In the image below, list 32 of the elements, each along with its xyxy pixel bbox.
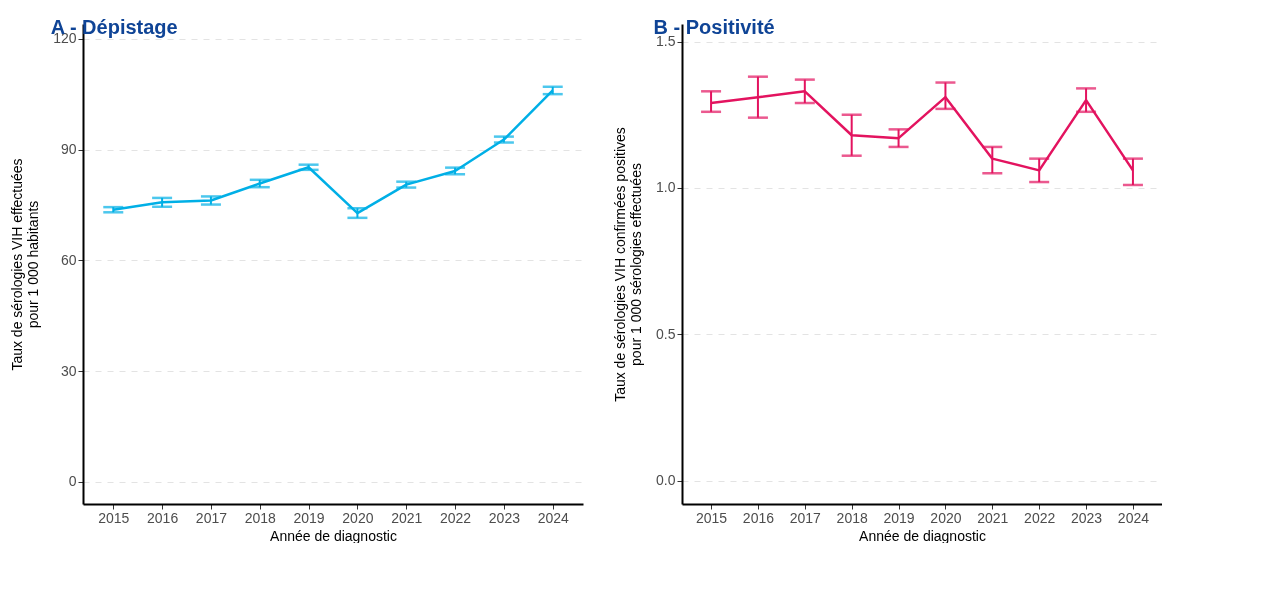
y-axis-title: Taux de sérologies VIH effectuées pour 1 000 habitants bbox=[9, 158, 42, 371]
y-tick-label: 60 bbox=[60, 251, 77, 268]
x-tick-label: 2019 bbox=[293, 509, 325, 526]
y-tick-label: 0 bbox=[68, 473, 77, 490]
y-tick-label: 0.0 bbox=[656, 472, 676, 489]
y-tick-label: 1.0 bbox=[656, 179, 676, 196]
x-tick-label: 2024 bbox=[1117, 509, 1150, 526]
x-tick-label: 2017 bbox=[195, 509, 228, 526]
x-tick-label: 2020 bbox=[342, 509, 374, 526]
x-tick-label: 2020 bbox=[930, 509, 962, 526]
x-tick-label: 2023 bbox=[488, 509, 521, 526]
x-tick-label: 2015 bbox=[695, 509, 728, 526]
x-tick-label: 2018 bbox=[836, 509, 868, 526]
x-tick-label: 2019 bbox=[883, 509, 915, 526]
x-axis-title: Année de diagnostic bbox=[270, 527, 397, 544]
y-tick-label: 30 bbox=[60, 362, 77, 379]
x-tick-label: 2016 bbox=[742, 509, 775, 526]
x-tick-label: 2015 bbox=[98, 509, 130, 526]
x-tick-label: 2023 bbox=[1070, 509, 1103, 526]
x-tick-label: 2021 bbox=[977, 509, 1009, 526]
x-tick-label: 2022 bbox=[439, 509, 472, 526]
y-axis-title: Taux de sérologies VIH confirmées positives pour 1 000 sérologies effectuées bbox=[612, 127, 645, 402]
x-tick-label: 2016 bbox=[147, 509, 179, 526]
y-tick-label: 1.5 bbox=[656, 33, 676, 50]
x-tick-label: 2024 bbox=[537, 509, 570, 526]
x-axis-title: Année de diagnostic bbox=[859, 527, 986, 544]
y-tick-label: 90 bbox=[60, 141, 77, 158]
x-tick-label: 2021 bbox=[391, 509, 423, 526]
x-tick-label: 2018 bbox=[244, 509, 277, 526]
x-tick-label: 2022 bbox=[1024, 509, 1056, 526]
x-tick-label: 2017 bbox=[789, 509, 822, 526]
y-tick-label: 0.5 bbox=[656, 325, 676, 342]
